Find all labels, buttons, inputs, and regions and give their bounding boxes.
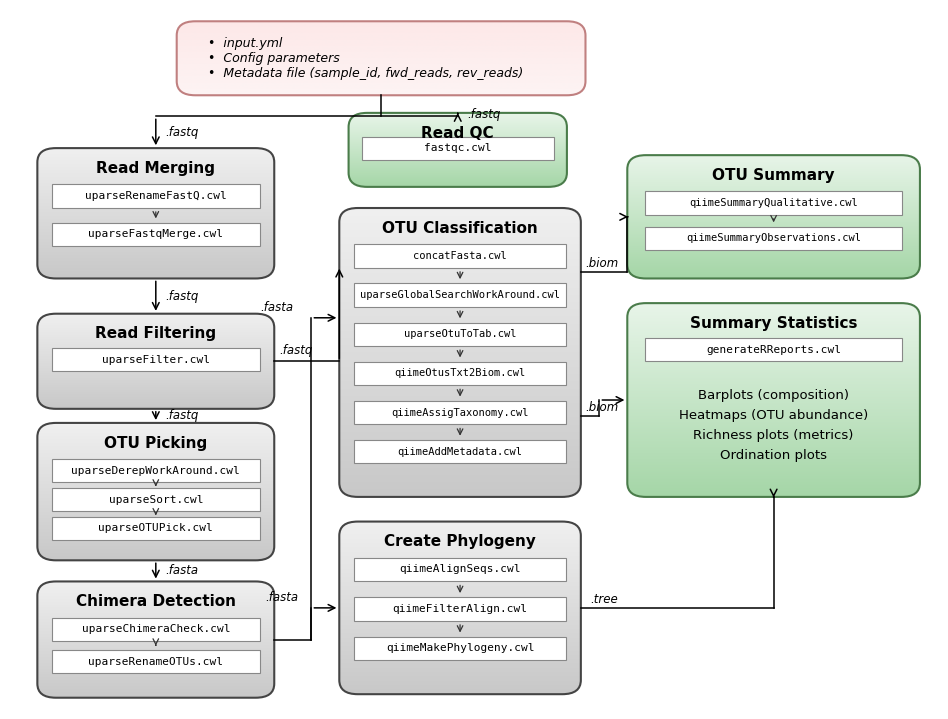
Text: qiimeFilterAlign.cwl: qiimeFilterAlign.cwl <box>392 604 528 614</box>
Text: Read QC: Read QC <box>422 126 494 141</box>
Text: •  input.yml
  •  Config parameters
  •  Metadata file (sample_id, fwd_reads, re: • input.yml • Config parameters • Metada… <box>200 37 523 80</box>
Text: uparseDerepWorkAround.cwl: uparseDerepWorkAround.cwl <box>71 466 240 476</box>
Bar <box>354 558 566 581</box>
FancyBboxPatch shape <box>628 303 920 497</box>
FancyBboxPatch shape <box>339 521 581 695</box>
Text: Read Filtering: Read Filtering <box>95 326 216 342</box>
Text: Read Merging: Read Merging <box>97 161 215 176</box>
Text: uparseFilter.cwl: uparseFilter.cwl <box>101 355 210 365</box>
Text: .fasta: .fasta <box>261 301 294 313</box>
Text: uparseOtuToTab.cwl: uparseOtuToTab.cwl <box>404 329 517 339</box>
Text: .fastq: .fastq <box>165 409 198 422</box>
Bar <box>354 440 566 463</box>
Bar <box>354 637 566 660</box>
Text: .biom: .biom <box>586 401 619 414</box>
Text: OTU Summary: OTU Summary <box>712 168 835 183</box>
Bar <box>354 283 566 307</box>
Text: Barplots (composition)
Heatmaps (OTU abundance)
Richness plots (metrics)
Ordinat: Barplots (composition) Heatmaps (OTU abu… <box>679 389 868 462</box>
Bar <box>51 459 260 482</box>
Bar <box>51 650 260 673</box>
Bar <box>645 338 902 361</box>
Text: .fastq: .fastq <box>467 108 501 121</box>
Bar <box>51 517 260 540</box>
Bar <box>51 184 260 208</box>
Text: .fasta: .fasta <box>165 564 198 577</box>
Text: qiimeAssigTaxonomy.cwl: qiimeAssigTaxonomy.cwl <box>392 408 529 418</box>
Text: uparseRenameOTUs.cwl: uparseRenameOTUs.cwl <box>88 656 224 667</box>
FancyBboxPatch shape <box>37 313 274 409</box>
Text: qiimeMakePhylogeny.cwl: qiimeMakePhylogeny.cwl <box>386 644 535 654</box>
Text: uparseOTUPick.cwl: uparseOTUPick.cwl <box>99 523 213 533</box>
Text: .fastq: .fastq <box>165 290 198 303</box>
Bar <box>354 323 566 346</box>
FancyBboxPatch shape <box>37 423 274 560</box>
Text: qiimeAddMetadata.cwl: qiimeAddMetadata.cwl <box>397 446 522 457</box>
Text: OTU Classification: OTU Classification <box>382 221 538 236</box>
Text: uparseSort.cwl: uparseSort.cwl <box>109 495 203 505</box>
Text: uparseRenameFastQ.cwl: uparseRenameFastQ.cwl <box>85 191 227 201</box>
Text: Chimera Detection: Chimera Detection <box>76 594 236 609</box>
Bar <box>51 488 260 511</box>
Text: .fastq: .fastq <box>165 126 198 139</box>
FancyBboxPatch shape <box>176 22 586 96</box>
FancyBboxPatch shape <box>628 155 920 278</box>
Bar <box>51 348 260 372</box>
Text: uparseFastqMerge.cwl: uparseFastqMerge.cwl <box>88 229 224 239</box>
Text: .fasta: .fasta <box>264 591 298 604</box>
Text: concatFasta.cwl: concatFasta.cwl <box>413 251 507 261</box>
Text: fastqc.cwl: fastqc.cwl <box>424 144 491 153</box>
Bar <box>354 244 566 267</box>
FancyBboxPatch shape <box>37 148 274 278</box>
Text: .tree: .tree <box>590 593 618 606</box>
Text: generateRReports.cwl: generateRReports.cwl <box>706 344 841 354</box>
Text: qiimeAlignSeqs.cwl: qiimeAlignSeqs.cwl <box>399 564 520 574</box>
Text: uparseGlobalSearchWorkAround.cwl: uparseGlobalSearchWorkAround.cwl <box>360 290 560 300</box>
Text: Create Phylogeny: Create Phylogeny <box>384 534 536 549</box>
Bar <box>354 362 566 385</box>
Text: Summary Statistics: Summary Statistics <box>690 316 857 331</box>
Bar <box>362 137 554 160</box>
Text: qiimeOtusTxt2Biom.cwl: qiimeOtusTxt2Biom.cwl <box>394 368 526 378</box>
Bar <box>51 223 260 246</box>
Bar <box>645 226 902 250</box>
Text: qiimeSummaryQualitative.cwl: qiimeSummaryQualitative.cwl <box>689 198 858 208</box>
Text: OTU Picking: OTU Picking <box>104 436 208 451</box>
FancyBboxPatch shape <box>349 113 567 187</box>
Text: uparseChimeraCheck.cwl: uparseChimeraCheck.cwl <box>82 624 230 634</box>
Text: .fastq: .fastq <box>279 344 312 357</box>
FancyBboxPatch shape <box>339 208 581 497</box>
Bar <box>354 401 566 424</box>
Text: .biom: .biom <box>586 257 619 270</box>
Bar <box>354 597 566 620</box>
Bar <box>645 191 902 215</box>
Bar <box>51 618 260 641</box>
FancyBboxPatch shape <box>37 582 274 697</box>
Text: qiimeSummaryObservations.cwl: qiimeSummaryObservations.cwl <box>686 233 861 243</box>
